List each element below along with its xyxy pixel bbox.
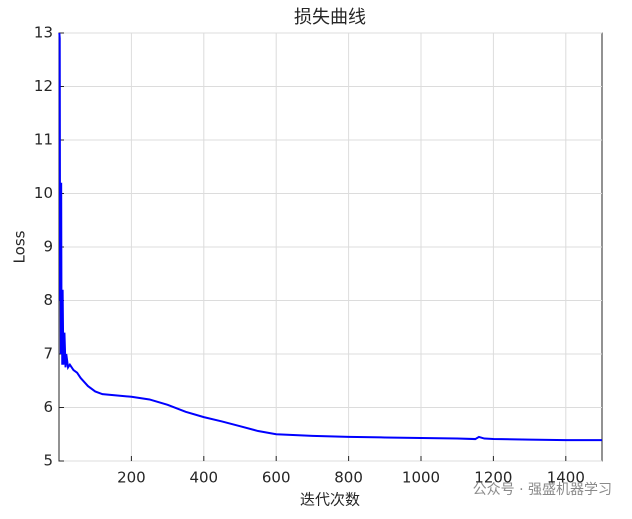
y-tick-label: 9 — [43, 238, 53, 256]
x-tick-label: 800 — [334, 469, 363, 487]
y-tick-label: 5 — [43, 452, 53, 470]
y-tick-label: 7 — [43, 345, 53, 363]
x-axis-label: 迭代次数 — [300, 491, 360, 509]
y-tick-label: 6 — [43, 398, 53, 416]
y-tick-label: 11 — [34, 131, 53, 149]
y-tick-label: 13 — [34, 24, 53, 42]
x-tick-label: 400 — [189, 469, 218, 487]
x-tick-label: 1400 — [547, 469, 585, 487]
loss-line — [58, 32, 602, 442]
y-tick-label: 8 — [43, 291, 53, 309]
chart-title: 损失曲线 — [294, 7, 366, 28]
x-tick-label: 600 — [262, 469, 291, 487]
y-axis-label: Loss — [11, 230, 29, 263]
watermark: 公众号 · 强盛机器学习 — [473, 482, 612, 498]
x-tick-label: 1000 — [402, 469, 440, 487]
y-tick-label: 12 — [34, 77, 53, 95]
x-tick-label: 200 — [117, 469, 146, 487]
y-tick-label: 10 — [34, 184, 53, 202]
x-tick-label: 1200 — [474, 469, 512, 487]
